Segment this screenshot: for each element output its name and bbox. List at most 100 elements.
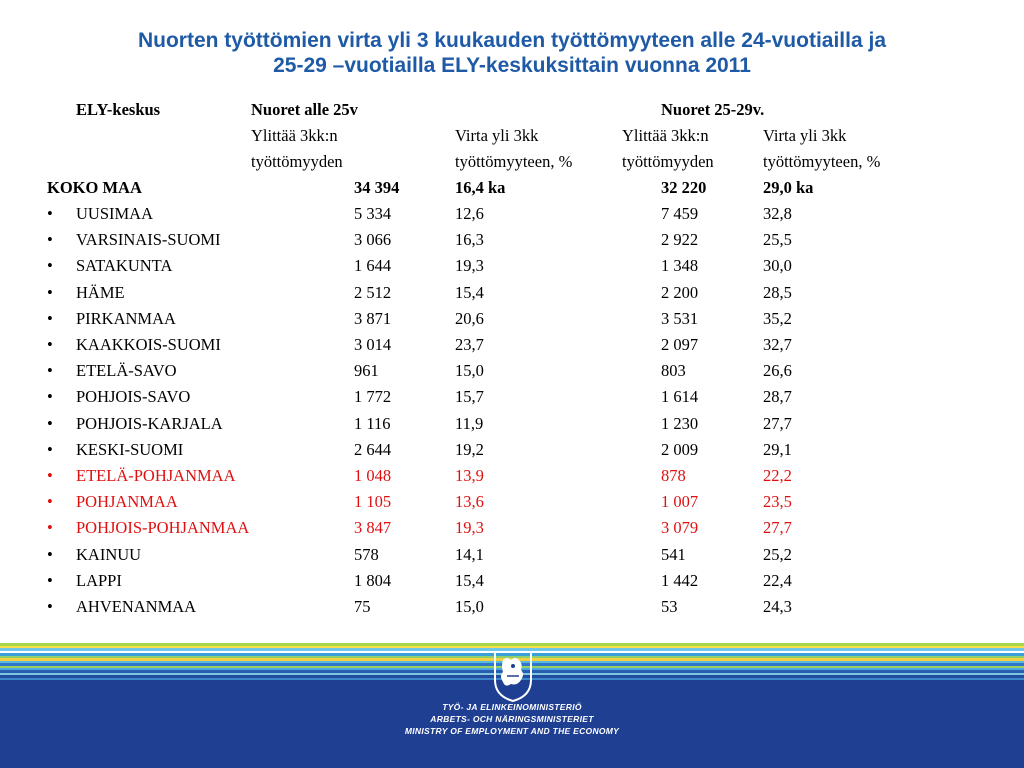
row-region-name: PIRKANMAA bbox=[76, 308, 176, 328]
row-25-29-flow-percent: 26,6 bbox=[763, 361, 792, 381]
row-region-name: POHJOIS-KARJALA bbox=[76, 413, 223, 433]
row-under25-exceeds-3kk: 578 bbox=[354, 544, 379, 564]
row-region-name: ETELÄ-POHJANMAA bbox=[76, 466, 236, 485]
subheader-d-line1: Virta yli 3kk bbox=[763, 126, 847, 145]
row-under25-exceeds-3kk: 5 334 bbox=[354, 204, 392, 223]
total-row-d: 29,0 ka bbox=[763, 178, 814, 197]
row-25-29-exceeds-3kk: 541 bbox=[661, 544, 686, 564]
row-region-name: HÄME bbox=[76, 282, 125, 302]
row-under25-flow-percent: 15,0 bbox=[455, 361, 484, 381]
row-under25-flow-percent: 16,3 bbox=[455, 230, 484, 250]
row-under25-exceeds-3kk: 3 066 bbox=[354, 230, 392, 250]
row-region-name: ETELÄ-SAVO bbox=[76, 361, 177, 381]
row-25-29-flow-percent: 22,4 bbox=[763, 570, 792, 590]
row-bullet: • bbox=[47, 387, 53, 407]
row-25-29-exceeds-3kk: 1 230 bbox=[661, 413, 699, 433]
row-25-29-exceeds-3kk: 3 079 bbox=[661, 518, 699, 538]
row-region-name: POHJANMAA bbox=[76, 492, 178, 512]
row-25-29-flow-percent: 27,7 bbox=[763, 413, 792, 433]
row-under25-flow-percent: 23,7 bbox=[455, 335, 484, 354]
subheader-c-line2: työttömyyden bbox=[622, 152, 714, 171]
row-under25-flow-percent: 12,6 bbox=[455, 204, 484, 223]
row-under25-flow-percent: 19,2 bbox=[455, 439, 484, 459]
row-under25-flow-percent: 19,3 bbox=[455, 518, 484, 538]
row-25-29-flow-percent: 35,2 bbox=[763, 308, 792, 328]
row-bullet: • bbox=[47, 518, 53, 538]
row-under25-exceeds-3kk: 2 512 bbox=[354, 282, 392, 302]
row-25-29-flow-percent: 25,2 bbox=[763, 544, 792, 564]
row-bullet: • bbox=[47, 335, 53, 354]
row-25-29-flow-percent: 28,7 bbox=[763, 387, 792, 407]
row-under25-flow-percent: 15,7 bbox=[455, 387, 484, 407]
subheader-b-line1: Virta yli 3kk bbox=[455, 126, 539, 145]
row-bullet: • bbox=[47, 230, 53, 250]
row-bullet: • bbox=[47, 439, 53, 459]
row-25-29-exceeds-3kk: 1 614 bbox=[661, 387, 699, 407]
row-bullet: • bbox=[47, 204, 53, 223]
subheader-a-line2: työttömyyden bbox=[251, 152, 343, 171]
row-region-name: KESKI-SUOMI bbox=[76, 439, 184, 459]
row-under25-exceeds-3kk: 1 804 bbox=[354, 570, 392, 590]
lion-emblem-icon bbox=[494, 651, 532, 702]
row-region-name: VARSINAIS-SUOMI bbox=[76, 230, 221, 250]
row-region-name: KAAKKOIS-SUOMI bbox=[76, 335, 221, 354]
row-region-name: UUSIMAA bbox=[76, 204, 154, 223]
ministry-name-en: MINISTRY OF EMPLOYMENT AND THE ECONOMY bbox=[404, 726, 620, 736]
row-25-29-exceeds-3kk: 878 bbox=[661, 466, 686, 485]
row-under25-exceeds-3kk: 1 644 bbox=[354, 256, 392, 276]
row-under25-exceeds-3kk: 961 bbox=[354, 361, 379, 381]
row-bullet: • bbox=[47, 361, 53, 381]
row-under25-flow-percent: 20,6 bbox=[455, 308, 484, 328]
row-region-name: AHVENANMAA bbox=[76, 597, 197, 616]
title-line-1: Nuorten työttömien virta yli 3 kuukauden… bbox=[137, 29, 886, 52]
row-25-29-exceeds-3kk: 1 348 bbox=[661, 256, 699, 276]
row-25-29-flow-percent: 28,5 bbox=[763, 282, 792, 302]
row-25-29-flow-percent: 30,0 bbox=[763, 256, 792, 276]
row-25-29-flow-percent: 32,7 bbox=[763, 335, 792, 354]
row-25-29-exceeds-3kk: 2 922 bbox=[661, 230, 699, 250]
row-25-29-exceeds-3kk: 3 531 bbox=[661, 308, 699, 328]
row-25-29-exceeds-3kk: 53 bbox=[661, 597, 678, 616]
row-bullet: • bbox=[47, 544, 53, 564]
row-under25-flow-percent: 15,0 bbox=[455, 597, 484, 616]
row-under25-exceeds-3kk: 1 105 bbox=[354, 492, 392, 512]
row-25-29-flow-percent: 25,5 bbox=[763, 230, 792, 250]
row-bullet: • bbox=[47, 466, 53, 485]
title-line-2: 25-29 –vuotiailla ELY-keskuksittain vuon… bbox=[273, 54, 751, 77]
header-group-25-29: Nuoret 25-29v. bbox=[661, 100, 765, 119]
row-25-29-exceeds-3kk: 2 097 bbox=[661, 335, 699, 354]
row-25-29-flow-percent: 22,2 bbox=[763, 466, 792, 485]
header-group-under-25: Nuoret alle 25v bbox=[251, 100, 358, 119]
total-row-b: 16,4 ka bbox=[455, 178, 506, 197]
row-region-name: KAINUU bbox=[76, 544, 142, 564]
row-bullet: • bbox=[47, 597, 53, 616]
row-region-name: SATAKUNTA bbox=[76, 256, 173, 276]
row-region-name: POHJOIS-POHJANMAA bbox=[76, 518, 250, 538]
row-bullet: • bbox=[47, 413, 53, 433]
row-under25-exceeds-3kk: 75 bbox=[354, 597, 371, 616]
row-under25-flow-percent: 13,9 bbox=[455, 466, 484, 485]
row-under25-flow-percent: 14,1 bbox=[455, 544, 484, 564]
ministry-footer: TYÖ- JA ELINKEINOMINISTERIÖ ARBETS- OCH … bbox=[0, 640, 1024, 768]
row-25-29-exceeds-3kk: 1 442 bbox=[661, 570, 699, 590]
row-25-29-exceeds-3kk: 7 459 bbox=[661, 204, 699, 223]
row-25-29-exceeds-3kk: 1 007 bbox=[661, 492, 699, 512]
row-under25-flow-percent: 13,6 bbox=[455, 492, 484, 512]
row-25-29-flow-percent: 32,8 bbox=[763, 204, 792, 223]
row-25-29-flow-percent: 29,1 bbox=[763, 439, 792, 459]
row-25-29-flow-percent: 27,7 bbox=[763, 518, 792, 538]
row-bullet: • bbox=[47, 492, 53, 512]
row-bullet: • bbox=[47, 570, 53, 590]
row-under25-exceeds-3kk: 3 847 bbox=[354, 518, 392, 538]
row-under25-exceeds-3kk: 1 048 bbox=[354, 466, 392, 485]
row-bullet: • bbox=[47, 308, 53, 328]
row-region-name: POHJOIS-SAVO bbox=[76, 387, 191, 407]
row-under25-exceeds-3kk: 1 116 bbox=[354, 413, 391, 433]
ministry-name-sv: ARBETS- OCH NÄRINGSMINISTERIET bbox=[430, 714, 594, 724]
row-under25-exceeds-3kk: 1 772 bbox=[354, 387, 392, 407]
row-25-29-exceeds-3kk: 2 200 bbox=[661, 282, 699, 302]
row-under25-exceeds-3kk: 3 014 bbox=[354, 335, 392, 354]
subheader-c-line1: Ylittää 3kk:n bbox=[622, 126, 709, 145]
subheader-b-line2: työttömyyteen, % bbox=[455, 152, 573, 171]
row-under25-flow-percent: 19,3 bbox=[455, 256, 484, 276]
